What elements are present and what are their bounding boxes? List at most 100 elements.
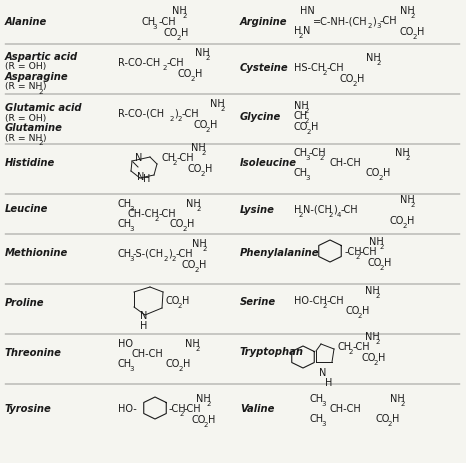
Text: -CH: -CH [169,403,186,413]
Text: CH-CH: CH-CH [128,208,160,219]
Text: 2: 2 [38,89,42,95]
Text: 2: 2 [170,116,174,122]
Text: 2: 2 [376,292,380,298]
Text: 2: 2 [155,216,159,221]
Text: 2: 2 [388,420,392,426]
Text: -CH: -CH [309,148,327,158]
Text: Phenylalanine: Phenylalanine [240,247,320,257]
Text: -CH: -CH [159,17,177,27]
Text: 3: 3 [152,24,157,30]
Text: -CH: -CH [360,246,377,257]
Text: H: H [187,219,194,229]
Text: 2: 2 [164,256,168,262]
Text: CO: CO [170,219,185,229]
Text: CO: CO [390,216,404,225]
Text: =C-NH-(CH: =C-NH-(CH [313,16,368,26]
Text: 2: 2 [206,55,210,61]
Text: 2: 2 [299,33,303,39]
Text: Tyrosine: Tyrosine [5,403,52,413]
Text: CO: CO [188,163,202,174]
Text: CO: CO [340,74,354,84]
Text: Alanine: Alanine [5,17,47,27]
Text: H: H [140,320,147,330]
Text: 2: 2 [349,348,353,354]
Text: -CH: -CH [176,249,194,258]
Text: H: H [311,122,318,131]
Text: 2: 2 [413,34,418,40]
Text: 2: 2 [374,359,378,365]
Text: 2: 2 [196,345,200,351]
Text: Leucine: Leucine [5,204,48,213]
Text: ): ) [372,16,376,26]
Text: 2: 2 [179,365,184,371]
Text: -CH: -CH [380,16,397,26]
Text: ): ) [168,249,172,258]
Text: ): ) [333,205,337,214]
Text: Aspartic acid: Aspartic acid [5,52,78,62]
Text: CO: CO [193,120,207,130]
Text: NH: NH [294,101,309,111]
Text: 2: 2 [401,400,405,406]
Text: CO: CO [361,352,376,362]
Text: 2: 2 [380,264,384,270]
Text: 2: 2 [358,313,363,319]
Text: NH: NH [369,237,384,246]
Text: Methionine: Methionine [5,247,68,257]
Text: 3: 3 [305,155,309,161]
Text: CO: CO [191,414,206,424]
Text: 2: 2 [406,155,411,161]
Text: H: H [195,69,202,79]
Text: 2: 2 [323,302,328,308]
Text: ): ) [174,109,178,119]
Text: 3: 3 [321,400,325,406]
Text: 2: 2 [178,116,182,122]
Text: -CH: -CH [177,153,195,163]
Text: -CH: -CH [184,403,202,413]
Text: 2: 2 [379,175,384,181]
Text: CO: CO [367,257,381,268]
Text: H: H [210,120,217,130]
Text: 3: 3 [305,175,309,181]
Text: 2: 2 [173,160,178,166]
Text: NH: NH [400,6,415,16]
Text: 2: 2 [403,223,407,229]
Text: (R = OH): (R = OH) [5,63,46,71]
Text: CO: CO [345,305,359,315]
Text: N: N [319,367,326,377]
Text: 2: 2 [163,65,167,71]
Text: N: N [137,172,144,181]
Text: 2: 2 [411,13,415,19]
Text: H: H [182,295,189,305]
Text: CH: CH [142,17,156,27]
Text: (R = NH: (R = NH [5,133,42,142]
Text: 2: 2 [202,150,206,156]
Text: 2: 2 [191,76,195,82]
Text: (R = OH): (R = OH) [5,113,46,122]
Text: CO: CO [182,259,196,269]
Text: CO: CO [294,122,308,131]
Text: H: H [417,27,425,37]
Text: -CH: -CH [327,63,345,73]
Text: Tryptophan: Tryptophan [240,346,304,356]
Text: 2: 2 [305,118,309,124]
Text: Proline: Proline [5,297,44,307]
Text: -CH: -CH [182,109,199,119]
Text: NH: NH [390,393,405,403]
Text: -CH: -CH [167,58,185,68]
Text: 2: 2 [207,400,212,406]
Text: CO: CO [166,358,180,368]
Text: NH: NH [365,285,380,295]
Text: 2: 2 [329,212,333,218]
Text: Glutamic acid: Glutamic acid [5,103,82,113]
Text: CO: CO [165,295,179,305]
Text: 2: 2 [195,266,199,272]
Text: 2: 2 [177,35,181,41]
Text: 3: 3 [129,225,133,232]
Text: Isoleucine: Isoleucine [240,158,297,168]
Text: CH: CH [162,153,176,163]
Text: CH: CH [118,358,132,368]
Text: H: H [205,163,212,174]
Text: NH: NH [172,6,187,16]
Text: Arginine: Arginine [240,17,288,27]
Text: 3: 3 [129,256,133,262]
